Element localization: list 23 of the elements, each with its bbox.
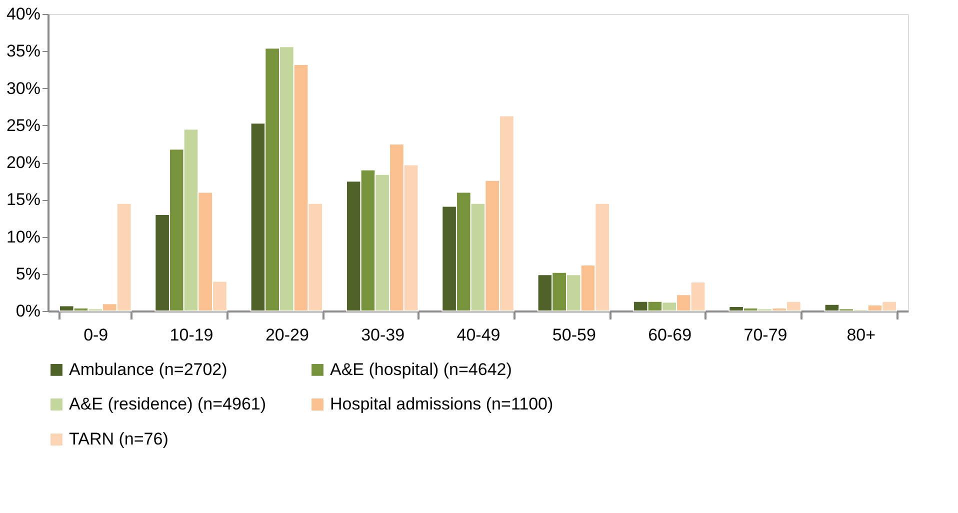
y-tick-label: 0% bbox=[16, 302, 40, 320]
x-tick-label: 20-29 bbox=[265, 326, 309, 344]
y-tick-label: 25% bbox=[6, 116, 40, 135]
legend-label: A&E (residence) (n=4961) bbox=[69, 394, 266, 414]
x-tick-label: 80+ bbox=[846, 326, 876, 344]
y-tick-label: 40% bbox=[6, 4, 40, 24]
x-tick-label: 0-9 bbox=[84, 326, 108, 344]
x-tick-label: 70-79 bbox=[744, 326, 788, 344]
y-tick-label: 15% bbox=[6, 190, 40, 210]
x-tick-label: 10-19 bbox=[170, 326, 214, 344]
y-tick-label: 20% bbox=[6, 153, 40, 172]
x-tick-label: 30-39 bbox=[361, 326, 405, 344]
legend-label: A&E (hospital) (n=4642) bbox=[330, 360, 512, 379]
y-tick-label: 35% bbox=[6, 42, 40, 61]
x-tick-label: 40-49 bbox=[456, 326, 500, 344]
y-tick-label: 5% bbox=[16, 264, 40, 284]
x-tick-label: 50-59 bbox=[552, 326, 596, 344]
legend-label: Ambulance (n=2702) bbox=[69, 360, 228, 379]
y-tick-label: 10% bbox=[6, 227, 40, 246]
x-tick-label: 60-69 bbox=[648, 326, 692, 344]
legend-label: Hospital admissions (n=1100) bbox=[330, 394, 554, 414]
legend-label: TARN (n=76) bbox=[69, 430, 168, 448]
y-tick-label: 30% bbox=[6, 78, 40, 98]
